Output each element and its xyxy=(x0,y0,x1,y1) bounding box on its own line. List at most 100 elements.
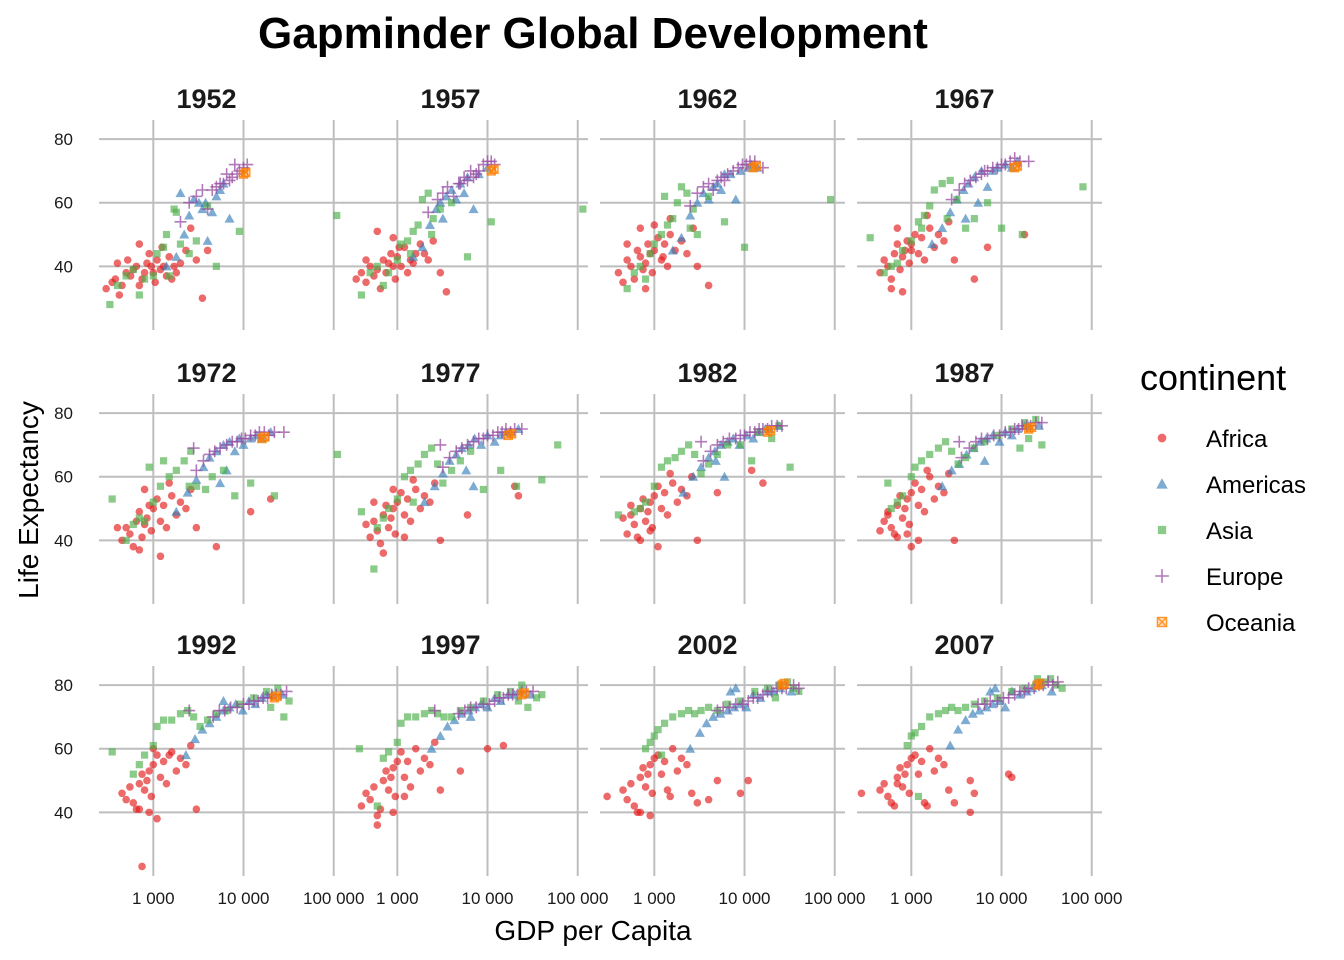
facet-title: 2002 xyxy=(677,630,737,660)
point-africa xyxy=(436,268,445,277)
point-asia xyxy=(434,710,442,718)
point-americas xyxy=(937,481,948,491)
point-europe xyxy=(441,180,454,193)
point-africa xyxy=(397,262,405,271)
point-asia xyxy=(108,748,116,756)
point-europe xyxy=(183,704,196,717)
point-americas xyxy=(468,204,479,214)
point-americas xyxy=(179,229,190,239)
point-europe xyxy=(684,199,697,212)
point-africa xyxy=(126,530,134,538)
point-africa xyxy=(944,786,953,794)
point-africa xyxy=(896,764,904,772)
point-africa xyxy=(140,268,149,277)
point-europe xyxy=(190,464,203,477)
point-asia xyxy=(1008,687,1016,696)
point-asia xyxy=(412,713,420,721)
point-asia xyxy=(190,713,198,721)
facet-title: 1962 xyxy=(677,84,737,114)
point-europe xyxy=(436,187,449,200)
point-americas xyxy=(990,683,1001,693)
point-africa xyxy=(876,527,884,535)
point-americas xyxy=(489,436,500,446)
point-europe xyxy=(452,177,465,190)
point-americas xyxy=(982,181,993,191)
point-africa xyxy=(641,284,650,293)
point-africa xyxy=(357,802,366,810)
point-africa xyxy=(884,511,892,519)
point-asia xyxy=(911,729,919,737)
point-europe xyxy=(214,177,227,190)
y-axis-title: Life Expectancy xyxy=(13,401,44,599)
point-africa xyxy=(907,488,916,497)
point-europe xyxy=(999,158,1012,171)
point-asia xyxy=(180,457,188,465)
point-asia xyxy=(145,463,153,471)
point-africa xyxy=(113,259,122,267)
x-tick-label: 1 000 xyxy=(376,889,419,908)
point-europe xyxy=(431,193,444,206)
point-africa xyxy=(203,246,212,255)
point-asia xyxy=(997,224,1006,232)
point-africa xyxy=(907,542,916,551)
point-oceania xyxy=(751,161,761,171)
point-asia xyxy=(370,565,378,573)
facet-title: 1987 xyxy=(934,358,994,388)
point-africa xyxy=(627,262,635,271)
point-africa xyxy=(648,789,657,798)
point-asia xyxy=(1038,441,1046,449)
point-europe xyxy=(226,171,239,184)
point-africa xyxy=(147,262,156,271)
point-africa xyxy=(970,275,979,283)
point-americas xyxy=(716,185,727,194)
point-americas xyxy=(229,446,240,456)
point-asia xyxy=(135,291,143,299)
point-africa xyxy=(648,268,657,277)
point-europe xyxy=(228,158,241,171)
point-asia xyxy=(705,192,713,200)
point-asia xyxy=(911,463,919,471)
point-africa xyxy=(880,517,888,526)
legend-item-africa: Africa xyxy=(1157,426,1268,453)
point-africa xyxy=(135,779,144,788)
point-asia xyxy=(685,441,693,449)
point-asia xyxy=(208,473,216,481)
point-asia xyxy=(414,221,422,229)
point-africa xyxy=(693,799,702,807)
point-europe xyxy=(223,174,236,187)
point-africa xyxy=(420,492,429,500)
point-africa xyxy=(162,523,171,532)
point-asia xyxy=(176,710,185,718)
legend-item-asia: Asia xyxy=(1157,518,1253,545)
point-asia xyxy=(693,230,701,239)
point-asia xyxy=(393,256,401,264)
point-americas xyxy=(694,727,705,737)
point-asia xyxy=(954,706,962,715)
point-asia xyxy=(165,473,173,481)
point-africa xyxy=(387,514,395,522)
facet-2002: 2002 1 000 10 000 100 000 xyxy=(600,630,865,908)
point-asia xyxy=(677,183,686,191)
point-africa xyxy=(633,246,642,255)
point-europe xyxy=(447,190,460,203)
legend-key-oceania xyxy=(1156,616,1168,628)
point-americas xyxy=(211,191,222,201)
point-africa xyxy=(162,779,171,788)
point-oceania xyxy=(506,429,517,439)
point-asia xyxy=(494,691,502,699)
facet-1982: 1982 xyxy=(600,358,845,604)
point-asia xyxy=(1018,230,1026,239)
point-africa xyxy=(663,786,672,794)
point-africa xyxy=(400,773,409,782)
point-americas xyxy=(465,711,476,721)
point-asia xyxy=(185,482,193,490)
point-asia xyxy=(898,246,907,255)
point-africa xyxy=(950,536,959,545)
legend-key-americas xyxy=(1156,478,1168,489)
point-europe xyxy=(978,164,991,177)
point-africa xyxy=(456,767,465,775)
point-europe xyxy=(483,698,496,711)
point-asia xyxy=(247,479,255,487)
point-asia xyxy=(983,199,992,207)
point-asia xyxy=(159,457,168,465)
